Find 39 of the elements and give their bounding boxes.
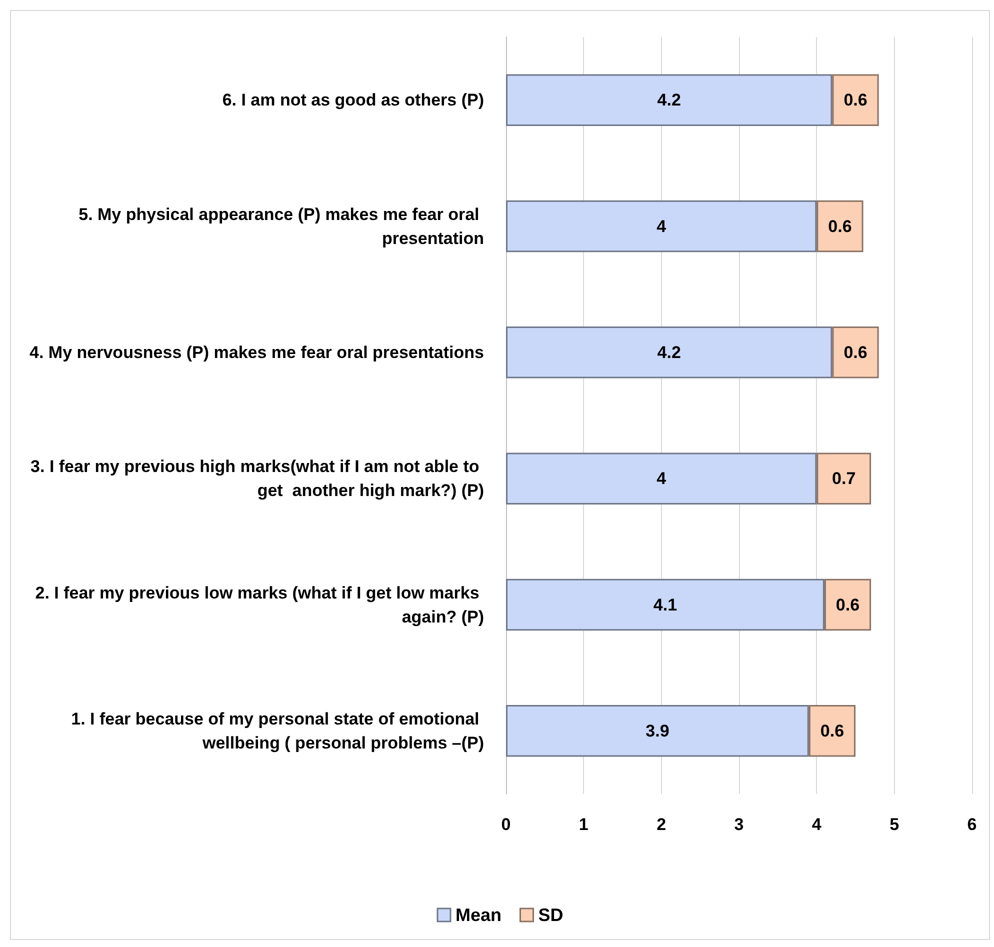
bar	[816, 452, 872, 504]
data-label: 0.6	[836, 595, 860, 614]
x-tick-label: 0	[501, 815, 511, 834]
data-label: 4.1	[653, 595, 678, 614]
data-label: 0.7	[832, 469, 856, 488]
bar	[816, 200, 864, 252]
x-tick-label: 1	[578, 815, 588, 834]
data-label: 4.2	[657, 342, 681, 362]
y-tick-label: 1. I fear because of my personal state of emotional wellbeing ( personal problems –(P)	[71, 709, 484, 752]
data-label: 0.6	[828, 216, 852, 236]
data-label: 4	[656, 469, 667, 488]
y-tick-label: 6. I am not as good as others (P)	[222, 90, 484, 110]
bar	[506, 578, 824, 631]
y-tick-label: 5. My physical appearance (P) makes me fear oral presentation	[78, 204, 484, 248]
bar	[808, 705, 856, 757]
y-tick-label: 4. My nervousness (P) makes me fear oral presentations	[30, 342, 484, 362]
y-tick-label: 2. I fear my previous low marks (what if I get low marks again? (P)	[35, 583, 484, 626]
bar	[506, 200, 817, 252]
bar	[832, 74, 879, 126]
legend-label: SD	[538, 905, 564, 925]
bar	[506, 705, 809, 757]
x-tick-label: 4	[812, 815, 822, 834]
bar	[832, 326, 879, 378]
legend-label: Mean	[455, 905, 502, 925]
data-label: 3.9	[646, 721, 670, 740]
data-label: 4.2	[657, 90, 681, 110]
data-label: 0.6	[844, 342, 868, 362]
data-label: 0.6	[820, 721, 844, 740]
data-label: 4	[656, 216, 667, 236]
x-tick-label: 3	[734, 815, 744, 834]
bar	[506, 452, 817, 504]
x-tick-label: 5	[890, 815, 900, 834]
y-tick-label: 3. I fear my previous high marks(what if I am not able to get another high mark?) (P)	[30, 457, 484, 500]
x-tick-label: 2	[656, 815, 666, 834]
bar	[824, 578, 872, 631]
data-label: 0.6	[844, 90, 868, 110]
x-tick-label: 6	[967, 815, 977, 834]
bar	[506, 74, 832, 126]
bar	[506, 326, 832, 378]
